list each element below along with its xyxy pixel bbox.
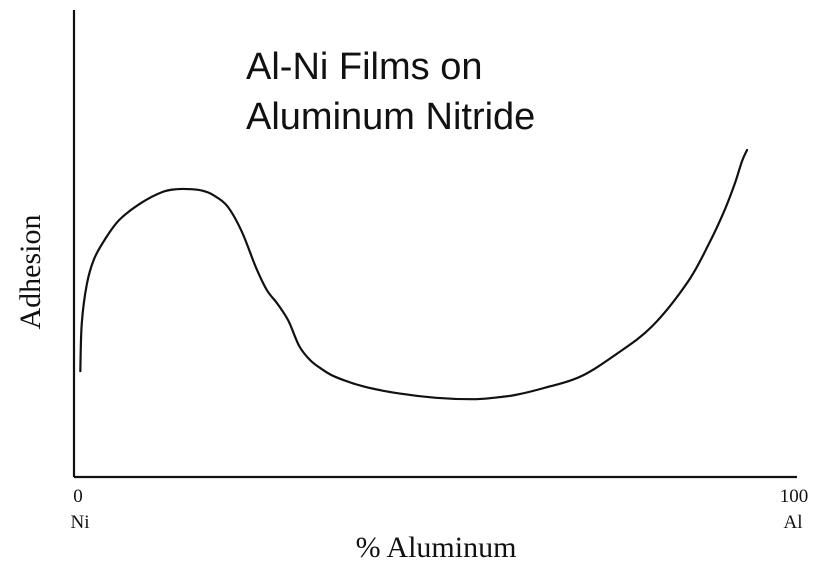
x-axis-label: % Aluminum — [356, 531, 517, 561]
chart-title-line-1: Al-Ni Films on — [246, 46, 482, 88]
x-tick-sublabel-0: Ni — [71, 512, 90, 533]
x-tick-sublabel-1: Al — [784, 512, 803, 533]
x-tick-label-0: 0 — [73, 486, 83, 507]
chart-title-line-2: Aluminum Nitride — [246, 96, 535, 138]
y-axis-label: Adhesion — [14, 215, 47, 330]
x-tick-label-1: 100 — [780, 486, 809, 507]
chart-title: Al-Ni Films on Aluminum Nitride — [246, 46, 535, 138]
adhesion-curve — [79, 148, 749, 401]
